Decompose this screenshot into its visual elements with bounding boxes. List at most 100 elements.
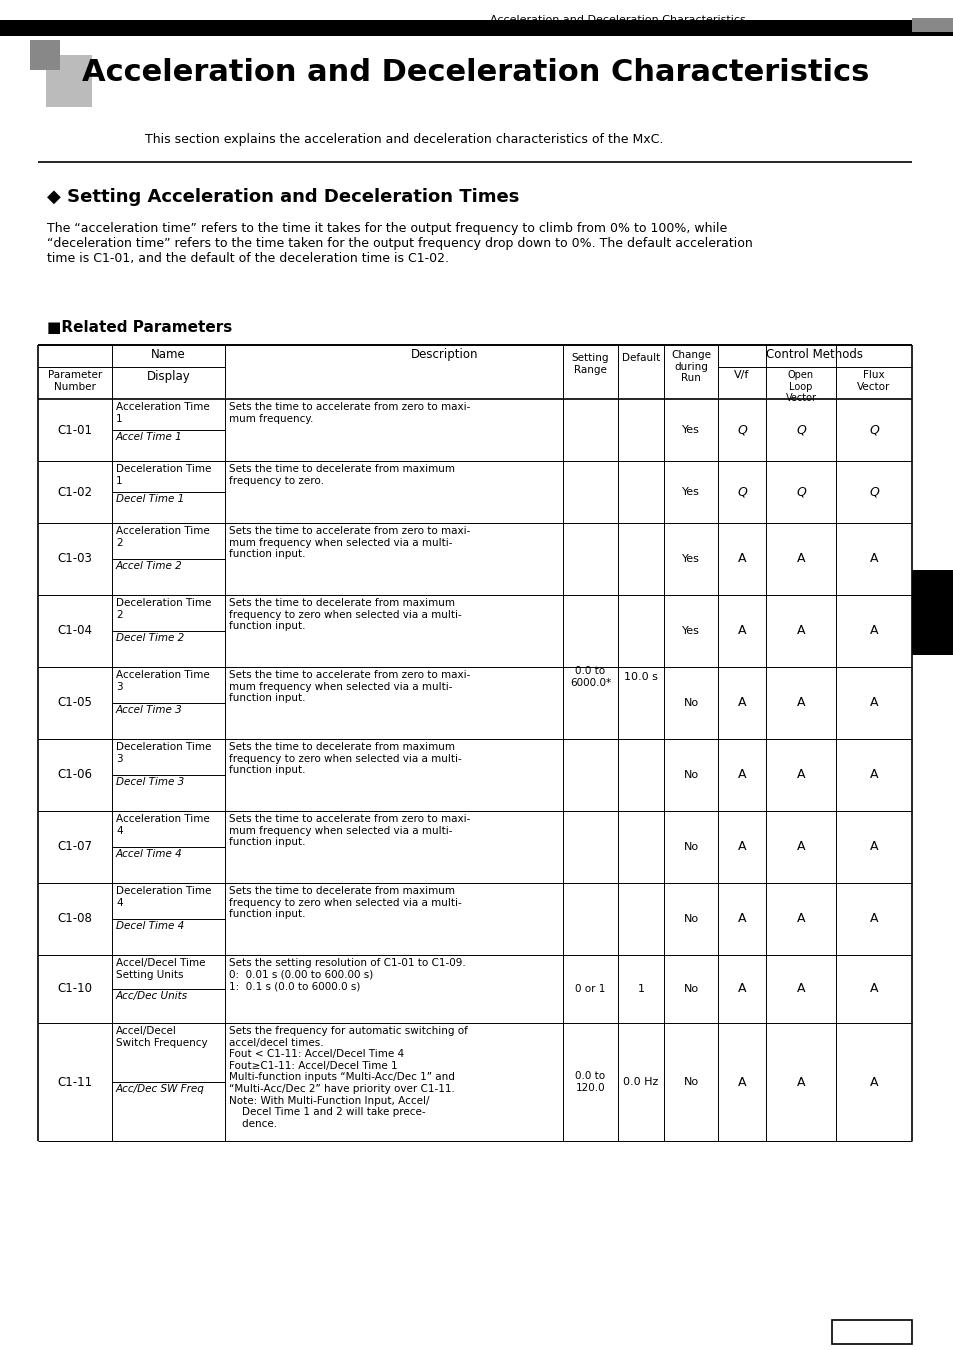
- Text: C1-04: C1-04: [57, 625, 92, 637]
- Text: C1-11: C1-11: [57, 1076, 92, 1088]
- Text: A: A: [869, 768, 878, 782]
- Text: Yes: Yes: [681, 626, 700, 636]
- Text: Yes: Yes: [681, 425, 700, 435]
- Text: No: No: [682, 914, 698, 923]
- Text: Acceleration and Deceleration Characteristics: Acceleration and Deceleration Characteri…: [82, 58, 868, 86]
- Text: A: A: [796, 625, 804, 637]
- Text: C1-06: C1-06: [57, 768, 92, 782]
- Text: ◆ Setting Acceleration and Deceleration Times: ◆ Setting Acceleration and Deceleration …: [47, 188, 518, 207]
- Text: time is C1-01, and the default of the deceleration time is C1-02.: time is C1-01, and the default of the de…: [47, 252, 449, 265]
- Text: C1-02: C1-02: [57, 486, 92, 498]
- Text: This section explains the acceleration and deceleration characteristics of the M: This section explains the acceleration a…: [145, 134, 662, 146]
- Text: Acc/Dec SW Freq: Acc/Dec SW Freq: [116, 1084, 205, 1094]
- Text: Name: Name: [151, 348, 186, 360]
- Text: Sets the time to accelerate from zero to maxi-
mum frequency when selected via a: Sets the time to accelerate from zero to…: [229, 670, 470, 703]
- Text: C1-07: C1-07: [57, 841, 92, 853]
- Text: A: A: [869, 697, 878, 710]
- Text: Sets the time to decelerate from maximum
frequency to zero when selected via a m: Sets the time to decelerate from maximum…: [229, 598, 461, 632]
- Text: A: A: [796, 697, 804, 710]
- Text: C1-05: C1-05: [57, 697, 92, 710]
- Text: A: A: [796, 768, 804, 782]
- Text: A: A: [796, 552, 804, 566]
- Bar: [30, 40, 60, 70]
- Text: Deceleration Time
2: Deceleration Time 2: [116, 598, 212, 620]
- Text: The “acceleration time” refers to the time it takes for the output frequency to : The “acceleration time” refers to the ti…: [47, 221, 726, 235]
- Text: Parameter
Number: Parameter Number: [48, 370, 102, 392]
- Text: “deceleration time” refers to the time taken for the output frequency drop down : “deceleration time” refers to the time t…: [47, 238, 752, 250]
- Text: Q: Q: [795, 424, 805, 436]
- Text: Accel Time 3: Accel Time 3: [116, 705, 183, 716]
- Text: A: A: [737, 768, 745, 782]
- Text: Acceleration Time
4: Acceleration Time 4: [116, 814, 210, 836]
- Text: Accel Time 4: Accel Time 4: [116, 849, 183, 859]
- Text: No: No: [682, 698, 698, 707]
- Text: Flux
Vector: Flux Vector: [857, 370, 890, 392]
- Text: 6: 6: [923, 601, 941, 625]
- Text: Decel Time 4: Decel Time 4: [116, 921, 184, 931]
- Text: A: A: [869, 552, 878, 566]
- Bar: [911, 570, 953, 655]
- Text: Yes: Yes: [681, 487, 700, 497]
- Text: Control Methods: Control Methods: [765, 348, 862, 360]
- Text: Sets the time to decelerate from maximum
frequency to zero when selected via a m: Sets the time to decelerate from maximum…: [229, 743, 461, 775]
- Bar: [831, 1320, 911, 1345]
- Text: Sets the time to decelerate from maximum
frequency to zero when selected via a m: Sets the time to decelerate from maximum…: [229, 886, 461, 919]
- Text: Q: Q: [868, 486, 878, 498]
- Text: Open
Loop
Vector: Open Loop Vector: [784, 370, 816, 404]
- Text: C1-03: C1-03: [57, 552, 92, 566]
- Text: No: No: [682, 1077, 698, 1087]
- Text: Deceleration Time
3: Deceleration Time 3: [116, 743, 212, 764]
- Text: Accel Time 1: Accel Time 1: [116, 432, 183, 441]
- Text: A: A: [737, 552, 745, 566]
- Text: Default: Default: [621, 352, 659, 363]
- Text: ■Related Parameters: ■Related Parameters: [47, 320, 232, 335]
- Text: No: No: [682, 984, 698, 994]
- Text: 0 or 1: 0 or 1: [575, 984, 605, 994]
- Text: A: A: [737, 913, 745, 926]
- Text: 1: 1: [637, 984, 644, 994]
- Text: Setting
Range: Setting Range: [571, 352, 609, 374]
- Text: A: A: [737, 841, 745, 853]
- Bar: [38, 346, 911, 400]
- Text: Accel Time 2: Accel Time 2: [116, 562, 183, 571]
- Text: Acceleration Time
3: Acceleration Time 3: [116, 670, 210, 691]
- Text: Acceleration Time
1: Acceleration Time 1: [116, 402, 210, 424]
- Text: Sets the time to decelerate from maximum
frequency to zero.: Sets the time to decelerate from maximum…: [229, 464, 455, 486]
- Text: Sets the time to accelerate from zero to maxi-
mum frequency.: Sets the time to accelerate from zero to…: [229, 402, 470, 424]
- Text: Accel/Decel
Switch Frequency: Accel/Decel Switch Frequency: [116, 1026, 208, 1048]
- Text: No: No: [682, 769, 698, 780]
- Text: C1-01: C1-01: [57, 424, 92, 436]
- Text: Display: Display: [147, 370, 191, 383]
- Text: A: A: [869, 1076, 878, 1088]
- Text: Acc/Dec Units: Acc/Dec Units: [116, 991, 188, 1000]
- Text: A: A: [737, 983, 745, 995]
- Bar: [911, 18, 953, 32]
- Text: C1-10: C1-10: [57, 983, 92, 995]
- Text: 10.0 s: 10.0 s: [623, 672, 658, 682]
- Text: Sets the time to accelerate from zero to maxi-
mum frequency when selected via a: Sets the time to accelerate from zero to…: [229, 526, 470, 559]
- Text: A: A: [796, 913, 804, 926]
- Text: Yes: Yes: [681, 554, 700, 564]
- Text: 0.0 Hz: 0.0 Hz: [622, 1077, 658, 1087]
- Text: A: A: [737, 625, 745, 637]
- Text: C1-08: C1-08: [57, 913, 92, 926]
- Text: Description: Description: [411, 348, 477, 360]
- Text: A: A: [796, 841, 804, 853]
- Text: A: A: [869, 913, 878, 926]
- Text: Deceleration Time
4: Deceleration Time 4: [116, 886, 212, 907]
- Text: A: A: [869, 983, 878, 995]
- Text: V/f: V/f: [734, 370, 749, 379]
- Text: 0.0 to
6000.0*: 0.0 to 6000.0*: [569, 666, 611, 687]
- Text: Change
during
Run: Change during Run: [670, 350, 710, 383]
- Text: A: A: [737, 1076, 745, 1088]
- Text: Decel Time 3: Decel Time 3: [116, 778, 184, 787]
- Text: Q: Q: [795, 486, 805, 498]
- Text: Accel/Decel Time
Setting Units: Accel/Decel Time Setting Units: [116, 958, 205, 980]
- Text: A: A: [869, 625, 878, 637]
- Text: Acceleration Time
2: Acceleration Time 2: [116, 526, 210, 548]
- Text: Q: Q: [737, 424, 746, 436]
- Text: Sets the frequency for automatic switching of
accel/decel times.
Fout < C1-11: A: Sets the frequency for automatic switchi…: [229, 1026, 467, 1129]
- Text: A: A: [796, 1076, 804, 1088]
- Text: 0.0 to
120.0: 0.0 to 120.0: [575, 1071, 605, 1092]
- Text: A: A: [869, 841, 878, 853]
